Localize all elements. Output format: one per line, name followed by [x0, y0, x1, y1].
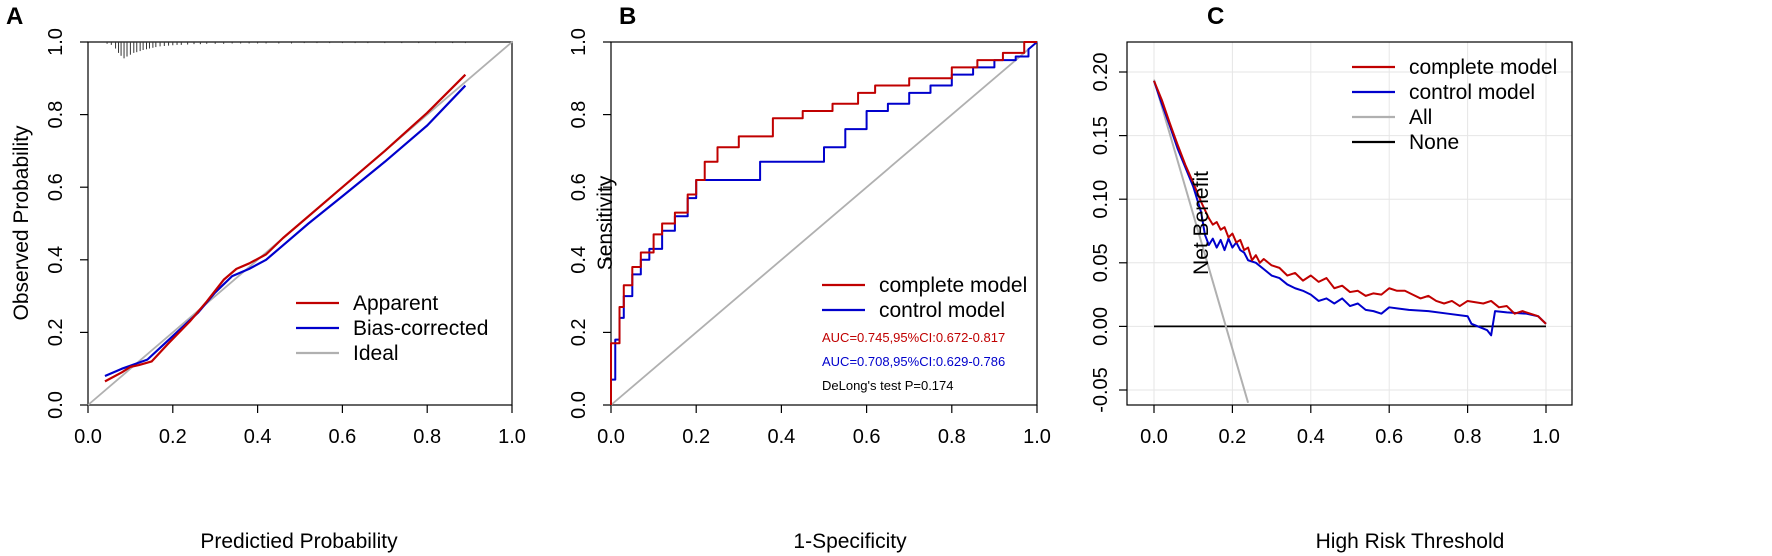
panel-b-label: B	[619, 3, 636, 30]
panel-c-ylabel: Net Benefit	[1190, 171, 1213, 275]
panel-b-legend-label: control model	[879, 299, 1005, 322]
panel-c-series-all	[1153, 79, 1250, 403]
panel-b-xtick-label: 0.8	[938, 426, 966, 448]
panel-a-xtick-label: 1.0	[498, 426, 526, 448]
panel-a: A 0.0 0.2 0.4 0.6 0.8 1.0 0.0 0.2 0.4 0.6 0.8 1.0 Ap…	[6, 3, 526, 553]
panel-c-xtick-label: 0.2	[1218, 426, 1246, 448]
panel-b-ytick-label: 0.4	[568, 246, 590, 274]
panel-b-plot: 0.0 0.2 0.4 0.6 0.8 1.0 0.0 0.2 0.4 0.6 0.8 1.0 comp…	[568, 28, 1051, 448]
panel-c-legend-label: None	[1409, 131, 1459, 154]
panel-c-series-control-model	[1153, 80, 1547, 337]
panel-c-legend-label: complete model	[1409, 56, 1557, 79]
panel-b-ytick-label: 0.2	[568, 318, 590, 346]
panel-a-series-apparent	[104, 73, 467, 383]
panel-a-xtick-label: 0.2	[159, 426, 187, 448]
panel-a-ytick-label: 0.2	[45, 318, 67, 346]
panel-c-plot-frame	[1126, 41, 1573, 406]
panel-a-legend-label: Apparent	[353, 292, 438, 315]
panel-c-ytick-label: 0.05	[1090, 243, 1112, 282]
panel-c-xtick-label: 1.0	[1532, 426, 1560, 448]
panel-b-xtick-label: 0.0	[597, 426, 625, 448]
panel-c-ytick-label: -0.05	[1090, 367, 1112, 413]
panel-b-series-control-model	[610, 41, 1038, 405]
panel-c-ytick-label: 0.20	[1090, 53, 1112, 92]
panel-b-xlabel: 1-Specificity	[793, 530, 907, 553]
panel-c-xtick-label: 0.8	[1454, 426, 1482, 448]
panel-a-ytick-label: 0.8	[45, 101, 67, 129]
panel-b-legend-label: complete model	[879, 274, 1027, 297]
panel-b-xtick-label: 1.0	[1023, 426, 1051, 448]
panel-b-ytick-label: 1.0	[568, 28, 590, 56]
panel-c-ytick-label: 0.15	[1090, 116, 1112, 155]
panel-b-xtick-label: 0.4	[767, 426, 795, 448]
panel-c-legend-label: All	[1409, 106, 1432, 129]
panel-c-plot: 0.0 0.2 0.4 0.6 0.8 1.0 -0.05 0.00 0.05 0.10 0.15 0…	[1090, 41, 1573, 448]
panel-a-xtick-label: 0.4	[244, 426, 272, 448]
panel-b-xtick-label: 0.2	[682, 426, 710, 448]
panel-a-ytick-label: 0.0	[45, 391, 67, 419]
panel-a-legend-label: Bias-corrected	[353, 317, 488, 340]
panel-b: B 0.0 0.2 0.4 0.6 0.8 1.0 0.0 0.2 0.4 0.6 0.8 1.0 co…	[568, 3, 1051, 553]
panel-a-xtick-label: 0.8	[413, 426, 441, 448]
panel-a-xlabel: Predictied Probability	[200, 530, 398, 553]
panel-a-ylabel: Observed Probability	[10, 125, 33, 320]
panel-c: C 0.0 0.2 0.4 0.6 0.8 1.0 -0.05 0.00 0.05 0.10 0.1…	[1090, 3, 1573, 553]
panel-a-plot-frame	[87, 41, 513, 406]
panel-b-annotation: DeLong's test P=0.174	[822, 378, 954, 393]
panel-a-xtick-label: 0.0	[74, 426, 102, 448]
panel-b-ylabel: Sensitivity	[594, 175, 617, 270]
panel-c-xtick-label: 0.4	[1297, 426, 1325, 448]
panel-c-series-complete-model	[1153, 80, 1547, 325]
panel-a-ytick-label: 1.0	[45, 28, 67, 56]
panel-c-xtick-label: 0.0	[1140, 426, 1168, 448]
panel-b-series-diagonal	[610, 41, 1038, 406]
panel-c-xtick-label: 0.6	[1375, 426, 1403, 448]
panel-a-label: A	[6, 3, 23, 30]
panel-a-xtick-label: 0.6	[328, 426, 356, 448]
panel-b-ytick-label: 0.0	[568, 391, 590, 419]
panel-c-ytick-label: 0.00	[1090, 307, 1112, 346]
panel-b-plot-frame	[610, 41, 1038, 406]
panel-b-ytick-label: 0.8	[568, 101, 590, 129]
panel-b-ytick-label: 0.6	[568, 173, 590, 201]
panel-b-xtick-label: 0.6	[853, 426, 881, 448]
panel-c-label: C	[1207, 3, 1224, 30]
panel-b-series-complete-model	[610, 41, 1037, 405]
panel-b-annotation: AUC=0.708,95%CI:0.629-0.786	[822, 354, 1005, 369]
panel-c-xlabel: High Risk Threshold	[1316, 530, 1505, 553]
panel-a-plot: 0.0 0.2 0.4 0.6 0.8 1.0 0.0 0.2 0.4 0.6 0.8 1.0 Appa…	[45, 28, 526, 448]
panel-c-legend-label: control model	[1409, 81, 1535, 104]
panel-c-ytick-label: 0.10	[1090, 180, 1112, 219]
panel-a-ytick-label: 0.4	[45, 246, 67, 274]
panel-a-ytick-label: 0.6	[45, 173, 67, 201]
panel-a-legend-label: Ideal	[353, 342, 399, 365]
panel-b-annotation: AUC=0.745,95%CI:0.672-0.817	[822, 330, 1005, 345]
panel-a-series-bias-corrected	[104, 84, 467, 377]
